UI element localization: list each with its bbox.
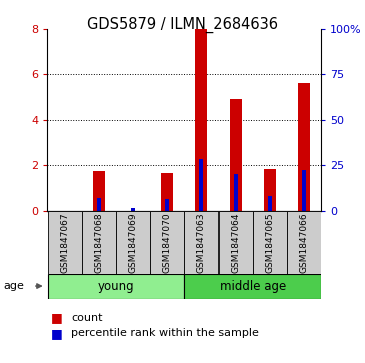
Text: count: count: [71, 313, 103, 323]
Bar: [97, 198, 101, 211]
Bar: [298, 83, 310, 211]
Bar: [302, 170, 306, 211]
Bar: [165, 199, 169, 211]
Bar: [287, 211, 321, 274]
Bar: [82, 211, 116, 274]
Text: GSM1847064: GSM1847064: [231, 212, 240, 273]
Bar: [47, 211, 82, 274]
Text: GSM1847066: GSM1847066: [300, 212, 308, 273]
Bar: [93, 171, 105, 211]
Text: GSM1847070: GSM1847070: [163, 212, 172, 273]
Text: GSM1847067: GSM1847067: [60, 212, 69, 273]
Text: ■: ■: [51, 327, 63, 340]
Bar: [268, 196, 272, 211]
Bar: [184, 211, 219, 274]
Bar: [234, 174, 238, 211]
Bar: [161, 173, 173, 211]
Text: percentile rank within the sample: percentile rank within the sample: [71, 328, 259, 338]
Bar: [184, 274, 321, 299]
Bar: [195, 29, 207, 211]
Text: GSM1847063: GSM1847063: [197, 212, 206, 273]
Bar: [47, 274, 184, 299]
Text: GSM1847068: GSM1847068: [94, 212, 103, 273]
Text: GSM1847069: GSM1847069: [128, 212, 138, 273]
Text: ■: ■: [51, 311, 63, 324]
Text: age: age: [4, 281, 24, 291]
Bar: [253, 211, 287, 274]
Bar: [131, 208, 135, 211]
Text: young: young: [97, 280, 134, 293]
Text: GDS5879 / ILMN_2684636: GDS5879 / ILMN_2684636: [87, 16, 278, 33]
Bar: [230, 99, 242, 211]
Bar: [150, 211, 184, 274]
Bar: [199, 159, 204, 211]
Text: GSM1847065: GSM1847065: [265, 212, 274, 273]
Bar: [116, 211, 150, 274]
Text: middle age: middle age: [220, 280, 286, 293]
Bar: [264, 168, 276, 211]
Bar: [219, 211, 253, 274]
